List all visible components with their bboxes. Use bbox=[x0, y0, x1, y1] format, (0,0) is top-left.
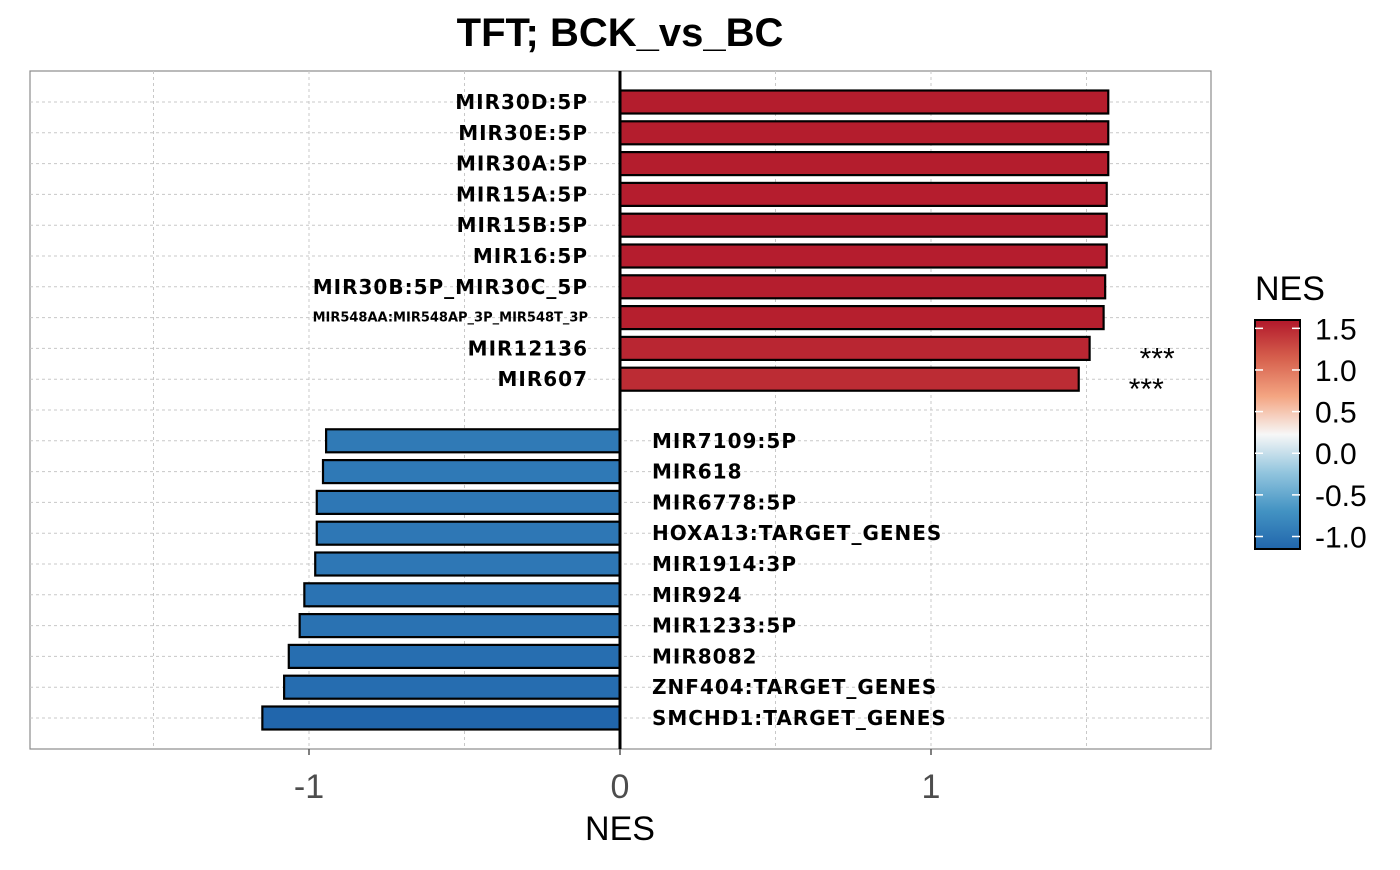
bar bbox=[618, 243, 1108, 269]
x-tick-label: 0 bbox=[611, 768, 630, 806]
bar bbox=[618, 305, 1105, 331]
bars bbox=[261, 89, 1110, 731]
color-legend: NES 1.5 1.0 0.5 0.0 -0.5 -1.0 bbox=[1254, 270, 1367, 555]
bar bbox=[325, 428, 622, 454]
category-label: MIR607 bbox=[498, 367, 589, 391]
category-labels: MIR30D:5P MIR30E:5P MIR30A:5P MIR15A:5P MIR1… bbox=[313, 90, 947, 730]
significance-marker: *** bbox=[1140, 342, 1175, 375]
x-axis: -1 0 1 bbox=[294, 71, 941, 806]
bar bbox=[303, 582, 622, 608]
category-label: MIR8082 bbox=[652, 644, 757, 668]
colorbar bbox=[1254, 319, 1301, 550]
category-label: ZNF404:TARGET_GENES bbox=[652, 675, 937, 699]
colorbar-tick-label: 0.0 bbox=[1315, 438, 1357, 471]
colorbar-tick-label: -1.0 bbox=[1315, 522, 1367, 555]
category-label: MIR15A:5P bbox=[456, 182, 588, 206]
category-label: MIR924 bbox=[652, 583, 743, 607]
colorbar-ticks: 1.5 1.0 0.5 0.0 -0.5 -1.0 bbox=[1255, 313, 1367, 555]
chart-title: TFT; BCK_vs_BC bbox=[457, 11, 784, 55]
x-tick-label: -1 bbox=[294, 768, 324, 806]
category-label: MIR1914:3P bbox=[652, 552, 797, 576]
category-label: MIR548AA:MIR548AP_3P_MIR548T_3P bbox=[313, 311, 588, 326]
x-axis-title: NES bbox=[585, 810, 655, 848]
x-tick-label: 1 bbox=[922, 768, 941, 806]
bar bbox=[315, 489, 622, 515]
category-label: MIR618 bbox=[652, 460, 743, 484]
bar bbox=[618, 335, 1091, 361]
category-label: MIR30B:5P_MIR30C_5P bbox=[313, 275, 588, 299]
category-label: MIR30A:5P bbox=[456, 152, 588, 176]
category-label: HOXA13:TARGET_GENES bbox=[652, 521, 942, 545]
bar bbox=[618, 212, 1108, 238]
category-label: SMCHD1:TARGET_GENES bbox=[652, 706, 947, 730]
significance-annotations: ****** bbox=[1129, 342, 1175, 406]
bar bbox=[618, 181, 1108, 207]
category-label: MIR30D:5P bbox=[455, 90, 588, 114]
bar bbox=[618, 89, 1110, 115]
category-label: MIR15B:5P bbox=[457, 213, 588, 237]
category-label: MIR6778:5P bbox=[652, 490, 797, 514]
bar bbox=[618, 151, 1110, 177]
colorbar-tick-label: 1.5 bbox=[1315, 313, 1357, 346]
category-label: MIR16:5P bbox=[473, 244, 588, 268]
bar bbox=[283, 674, 622, 700]
category-label: MIR7109:5P bbox=[652, 429, 797, 453]
category-label: MIR12136 bbox=[468, 336, 588, 360]
category-label: MIR30E:5P bbox=[458, 121, 588, 145]
colorbar-tick-label: 1.0 bbox=[1315, 355, 1357, 388]
bar bbox=[618, 366, 1080, 392]
bar bbox=[321, 459, 622, 485]
bar bbox=[618, 120, 1110, 146]
bar bbox=[261, 705, 622, 731]
significance-marker: *** bbox=[1129, 373, 1164, 406]
colorbar-tick-label: 0.5 bbox=[1315, 397, 1357, 430]
legend-title: NES bbox=[1255, 270, 1325, 308]
bar bbox=[618, 274, 1107, 300]
bar bbox=[298, 612, 622, 639]
category-label: MIR1233:5P bbox=[652, 614, 797, 638]
bar bbox=[314, 551, 622, 577]
bar bbox=[287, 643, 622, 670]
bar bbox=[315, 520, 622, 546]
colorbar-tick-label: -0.5 bbox=[1315, 480, 1367, 513]
